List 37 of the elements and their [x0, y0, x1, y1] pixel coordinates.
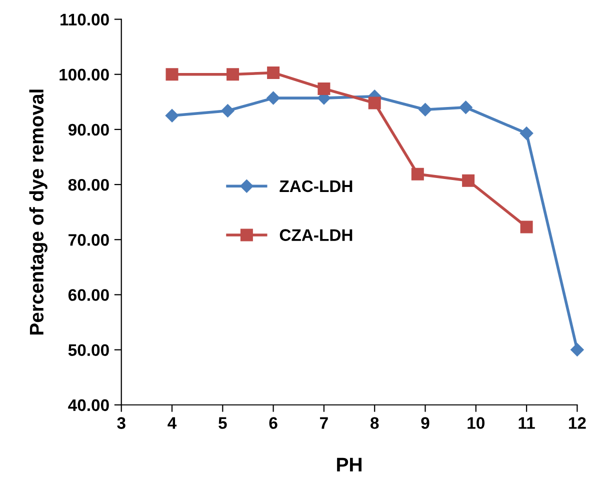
- x-tick-label: 8: [370, 417, 379, 429]
- x-tick-label: 12: [568, 417, 586, 429]
- x-tick-label: 11: [518, 417, 535, 429]
- y-tick-label: 40.00: [68, 399, 109, 412]
- y-tick-label: 80.00: [68, 178, 109, 191]
- y-axis-title: Percentage of dye removal: [29, 90, 48, 335]
- point: [267, 66, 280, 79]
- point: [226, 68, 240, 81]
- legend-label: ZAC-LDH: [280, 180, 352, 192]
- point: [520, 126, 534, 140]
- x-tick-label: 6: [269, 417, 278, 429]
- point: [165, 109, 179, 122]
- y-tick-label: 110.00: [60, 14, 109, 26]
- point: [221, 104, 234, 118]
- x-axis-title: PH: [337, 458, 362, 472]
- y-tick-label: 90.00: [68, 124, 109, 136]
- point: [166, 68, 178, 81]
- y-tick-label: 50.00: [68, 344, 109, 356]
- point: [266, 91, 280, 105]
- y-tick-label: 100.00: [60, 68, 109, 81]
- point: [318, 82, 330, 95]
- point: [418, 103, 432, 116]
- x-tick-label: 5: [218, 417, 227, 429]
- legend-label: CZA-LDH: [280, 229, 352, 241]
- point: [411, 168, 424, 180]
- point: [570, 343, 584, 356]
- x-tick-label: 3: [117, 417, 126, 429]
- x-tick-label: 7: [320, 417, 328, 429]
- point: [520, 220, 533, 234]
- point: [368, 96, 381, 110]
- x-tick-label: 10: [468, 417, 484, 429]
- y-tick-label: 70.00: [68, 234, 109, 246]
- x-tick-label: 4: [168, 417, 177, 429]
- point: [462, 174, 475, 187]
- point: [459, 100, 472, 114]
- y-tick-label: 60.00: [68, 289, 109, 301]
- x-tick-label: 9: [421, 417, 430, 429]
